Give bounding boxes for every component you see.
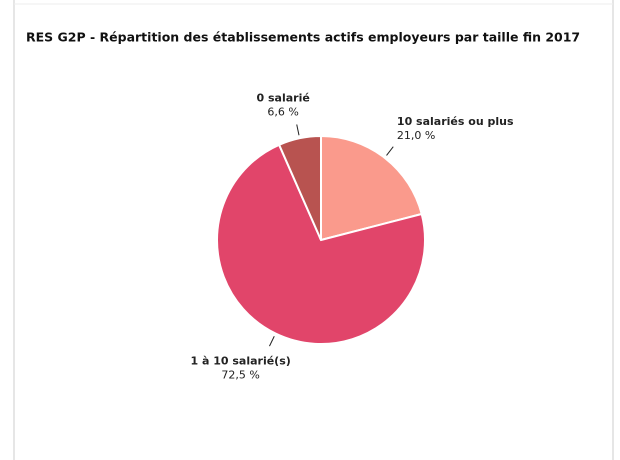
pie-slice (277, 134, 322, 241)
chart-title: RES G2P - Répartition des établissements… (26, 30, 580, 45)
slice-label: 10 salariés ou plus (397, 115, 514, 128)
slice-value-label: 72,5 % (221, 369, 259, 382)
pie-slice (320, 134, 423, 242)
slice-value-label: 6,6 % (267, 106, 298, 119)
label-connector (296, 124, 300, 136)
pie-slice (216, 143, 426, 345)
slice-label: 0 salarié (257, 92, 310, 105)
label-connector (269, 336, 275, 347)
slice-label: 1 à 10 salarié(s) (190, 355, 290, 368)
slice-value-label: 21,0 % (397, 129, 435, 142)
label-connector (386, 146, 394, 156)
